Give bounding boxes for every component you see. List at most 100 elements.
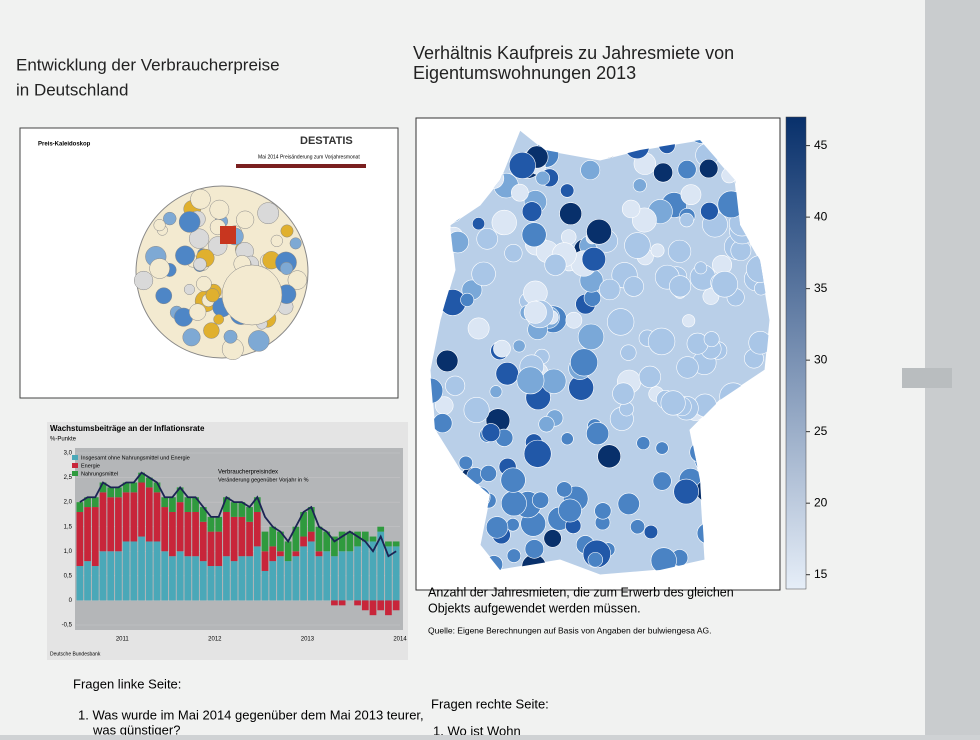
bar: [354, 531, 361, 547]
colorbar-label: 45: [814, 138, 828, 152]
y-tick-label: -0,5: [62, 623, 73, 629]
cell: [163, 211, 177, 226]
bar: [145, 487, 153, 542]
district: [638, 365, 661, 388]
district: [632, 178, 647, 193]
district: [668, 239, 692, 263]
cell: [196, 276, 212, 292]
district: [500, 467, 526, 493]
bar: [138, 472, 145, 483]
district: [524, 539, 545, 559]
legend-swatch: [72, 463, 78, 468]
bar: [84, 507, 91, 562]
bar: [215, 531, 223, 567]
bar: [192, 497, 199, 512]
bar: [238, 502, 246, 517]
district: [565, 311, 583, 329]
district: [491, 209, 517, 236]
bar: [284, 561, 292, 601]
district: [652, 471, 672, 491]
district: [489, 385, 503, 399]
bar: [300, 511, 307, 537]
cell: [190, 189, 211, 210]
district: [508, 151, 536, 179]
bar: [346, 531, 354, 552]
district: [523, 439, 552, 468]
x-tick-label: 2014: [393, 637, 407, 643]
bar: [369, 541, 377, 601]
district: [511, 183, 529, 202]
district: [570, 348, 599, 377]
colorbar-label: 20: [814, 495, 828, 509]
bar: [323, 551, 331, 601]
district: [577, 323, 605, 351]
bar: [369, 536, 377, 542]
district: [597, 444, 622, 469]
bar: [385, 600, 392, 616]
district: [580, 160, 601, 181]
district: [587, 552, 604, 568]
bar: [99, 482, 107, 493]
district: [493, 339, 511, 358]
district: [541, 368, 567, 394]
district: [521, 222, 547, 248]
district: [472, 217, 486, 231]
question: was günstiger?: [92, 722, 180, 735]
cell: [203, 322, 220, 339]
district: [560, 183, 575, 198]
bar: [385, 541, 392, 547]
question: 1. Wo ist Wohn: [433, 723, 521, 735]
district: [445, 375, 466, 396]
colorbar-label: 35: [814, 281, 828, 295]
district: [531, 491, 550, 509]
district: [660, 390, 686, 416]
district: [560, 432, 574, 446]
district: [586, 422, 610, 446]
legend-swatch: [72, 471, 78, 476]
bar-source: Deutsche Bundesbank: [50, 651, 101, 657]
cell: [257, 202, 280, 225]
legend-label: Nahrungsmittel: [81, 471, 118, 477]
district: [538, 416, 555, 433]
district: [679, 212, 694, 228]
bar: [238, 556, 246, 601]
district: [677, 160, 697, 180]
caption: Objekts aufgewendet werden müssen.: [428, 601, 641, 615]
bar: [215, 516, 223, 532]
bar: [107, 497, 115, 552]
bar: [176, 487, 184, 503]
district: [521, 201, 543, 222]
bar: [361, 600, 369, 611]
bar: [338, 551, 346, 601]
bar: [377, 526, 385, 532]
y-tick-label: 0: [69, 598, 73, 604]
district: [711, 270, 738, 298]
bar: [230, 502, 238, 517]
bar: [153, 492, 161, 542]
bar: [331, 556, 338, 601]
bar: [369, 600, 377, 616]
cell: [220, 226, 236, 244]
bar: [107, 551, 115, 601]
district: [636, 436, 651, 451]
bar: [361, 541, 369, 601]
y-tick-label: 1,5: [64, 524, 73, 530]
district: [561, 229, 577, 245]
unit: %-Punkte: [50, 437, 77, 443]
cell: [287, 270, 307, 290]
district: [504, 244, 523, 263]
x-tick-label: 2012: [208, 637, 222, 643]
x-tick-label: 2013: [301, 637, 315, 643]
cell: [248, 330, 270, 352]
bar: [184, 556, 192, 601]
district: [682, 314, 696, 328]
bar: [184, 511, 192, 557]
y-tick-label: 1,0: [64, 549, 73, 555]
legend-label: Energie: [81, 463, 100, 469]
district: [606, 308, 635, 336]
bar: [307, 531, 315, 542]
index-line: [79, 471, 397, 558]
y-tick-label: 0,5: [64, 573, 73, 579]
bar: [207, 516, 215, 532]
